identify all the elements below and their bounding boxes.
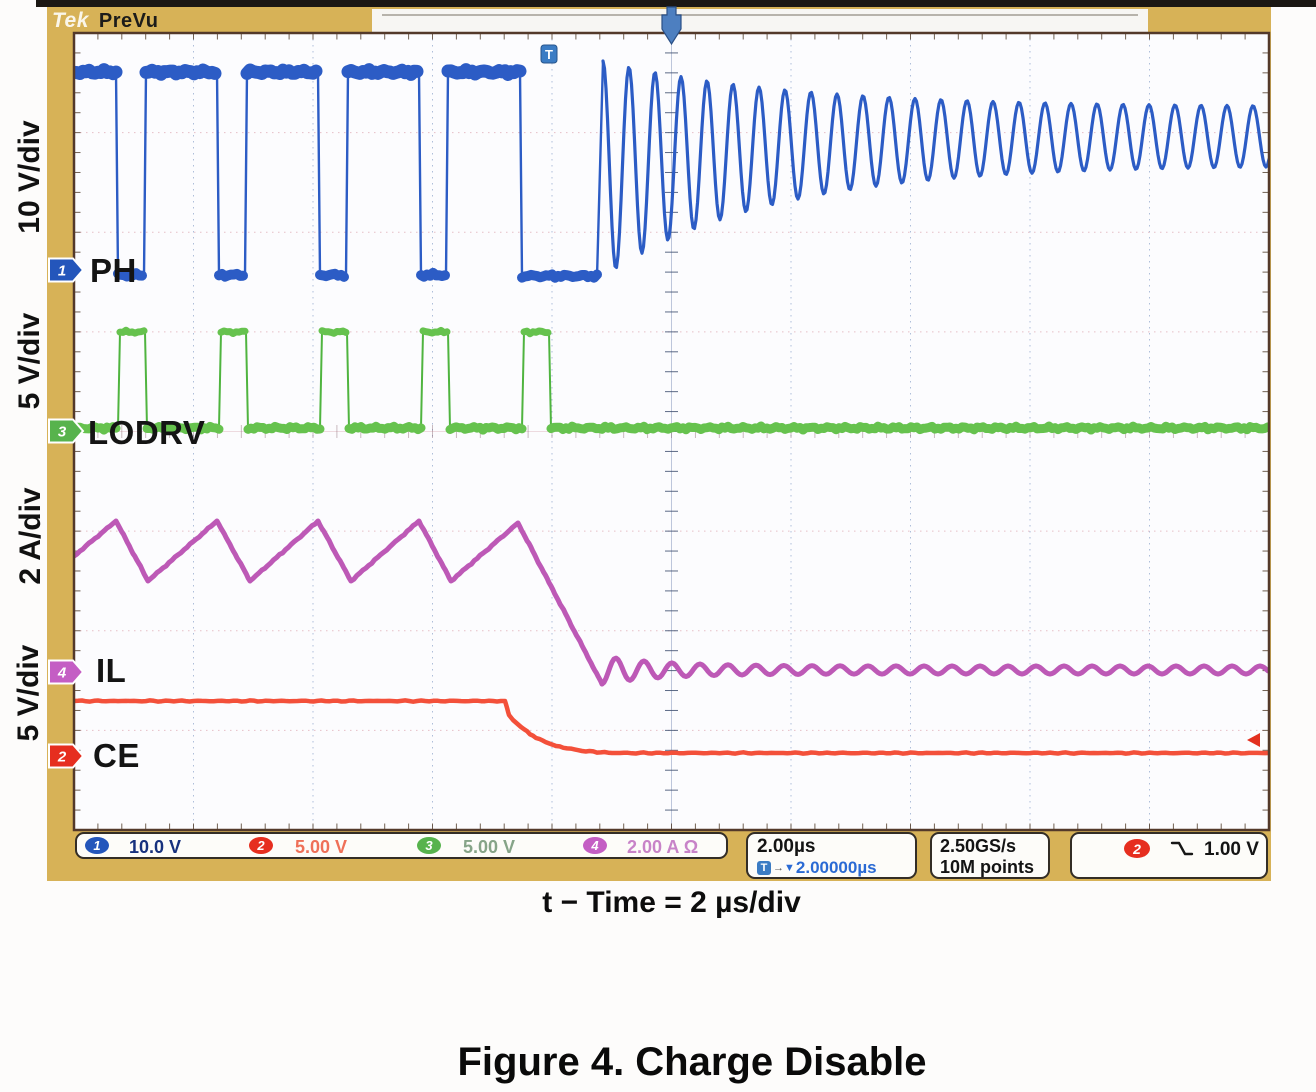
trigger-readout: 2 1.00 V xyxy=(1070,832,1268,879)
trace-lodrv xyxy=(74,326,1269,435)
channel-readout-bar: 1 10.0 V 2 5.00 V 3 5.00 V 4 2.00 A Ω xyxy=(75,832,728,859)
trigger-position-arrow xyxy=(661,6,682,46)
trace-label-ph: PH xyxy=(90,252,137,289)
ch2-badge: 2 xyxy=(249,837,273,854)
ch4-badge: 4 xyxy=(583,837,607,854)
falling-edge-icon xyxy=(1170,841,1194,856)
svg-text:T: T xyxy=(545,47,553,62)
channel-marker-lodrv: 3 xyxy=(48,418,85,444)
trace-layer xyxy=(74,59,1269,756)
trace-ce xyxy=(74,698,1269,756)
trigger-level-arrow xyxy=(1247,733,1260,747)
scope-header: Tek PreVu xyxy=(52,9,158,33)
trigger-time-flag xyxy=(540,44,558,64)
acquisition-mode-label: PreVu xyxy=(98,9,159,32)
timebase-delay-value: 2.00000µs xyxy=(795,858,877,877)
record-position-bar xyxy=(372,9,1148,33)
ch1-scale-readout: 10.0 V xyxy=(129,837,182,857)
trigger-source-badge: 2 xyxy=(1124,839,1150,858)
graticule-grid xyxy=(74,33,1269,831)
delay-marker-icon: ▼ xyxy=(784,862,795,874)
svg-text:4: 4 xyxy=(57,665,67,682)
record-position-line xyxy=(382,14,1138,16)
ch3-badge: 3 xyxy=(417,837,441,854)
acquisition-readout: 2.50GS/s 10M points xyxy=(930,832,1050,879)
trace-label-il: IL xyxy=(96,652,127,689)
trigger-t-icon: T xyxy=(757,861,771,875)
ch3-scale-readout: 5.00 V xyxy=(463,837,516,857)
sample-rate: 2.50GS/s xyxy=(940,836,1017,856)
channel-marker-il: 4 xyxy=(48,659,85,685)
trace-ph xyxy=(74,59,1269,283)
timebase-readout: 2.00µs T → ▼ 2.00000µs xyxy=(746,832,917,879)
svg-text:2: 2 xyxy=(57,749,67,766)
ch1-badge: 1 xyxy=(85,837,109,854)
timebase-delay-row: T → ▼ 2.00000µs xyxy=(757,858,915,878)
time-axis-caption: t − Time = 2 µs/div xyxy=(542,886,801,919)
record-length: 10M points xyxy=(940,857,1035,877)
marker-layer: T 1 3 4 2 xyxy=(48,6,1260,769)
svg-text:3: 3 xyxy=(58,424,67,441)
channel-marker-ce: 2 xyxy=(48,743,85,769)
top-black-strip xyxy=(36,0,1316,7)
channel-marker-ph: 1 xyxy=(48,257,85,283)
trace-label-ce: CE xyxy=(93,737,140,774)
tek-logo: Tek xyxy=(52,9,89,32)
delay-arrow-icon: → xyxy=(773,862,784,874)
svg-text:1: 1 xyxy=(58,263,66,280)
trigger-level-readout: 1.00 V xyxy=(1204,839,1259,860)
ch2-scale-readout: 5.00 V xyxy=(295,837,348,857)
timebase-main: 2.00µs xyxy=(757,836,816,857)
scope-graticule: T 1 3 4 2 xyxy=(48,6,1271,832)
ch4-scale-readout: 2.00 A Ω xyxy=(627,837,699,857)
figure-title: Figure 4. Charge Disable xyxy=(457,1040,927,1084)
trace-label-lodrv: LODRV xyxy=(88,414,206,451)
trace-il xyxy=(74,518,1269,687)
